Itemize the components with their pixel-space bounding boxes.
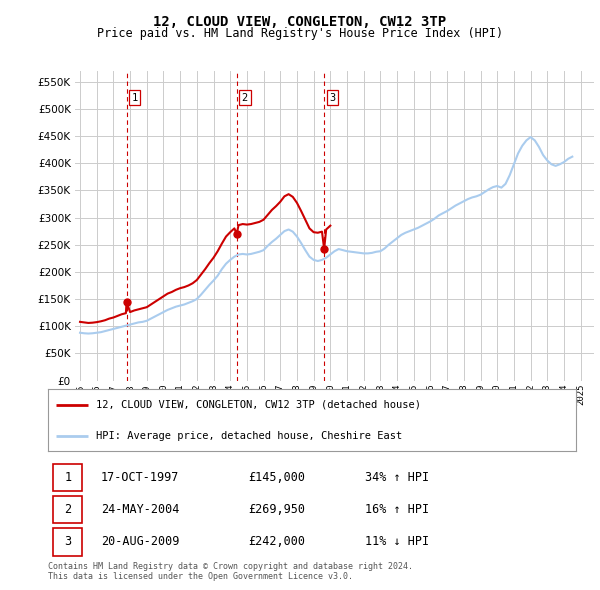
Text: 12, CLOUD VIEW, CONGLETON, CW12 3TP: 12, CLOUD VIEW, CONGLETON, CW12 3TP [154, 15, 446, 29]
Text: 24-MAY-2004: 24-MAY-2004 [101, 503, 179, 516]
Text: 12, CLOUD VIEW, CONGLETON, CW12 3TP (detached house): 12, CLOUD VIEW, CONGLETON, CW12 3TP (det… [95, 400, 421, 410]
Text: Contains HM Land Registry data © Crown copyright and database right 2024.
This d: Contains HM Land Registry data © Crown c… [48, 562, 413, 581]
Text: 3: 3 [329, 93, 335, 103]
Bar [53, 464, 82, 491]
Text: Price paid vs. HM Land Registry's House Price Index (HPI): Price paid vs. HM Land Registry's House … [97, 27, 503, 40]
Text: £269,950: £269,950 [248, 503, 305, 516]
Text: 16% ↑ HPI: 16% ↑ HPI [365, 503, 429, 516]
Text: 11% ↓ HPI: 11% ↓ HPI [365, 536, 429, 549]
Text: 1: 1 [64, 471, 71, 484]
Text: 3: 3 [64, 536, 71, 549]
Text: 2: 2 [64, 503, 71, 516]
Text: 2: 2 [242, 93, 248, 103]
Text: £145,000: £145,000 [248, 471, 305, 484]
Text: HPI: Average price, detached house, Cheshire East: HPI: Average price, detached house, Ches… [95, 431, 402, 441]
Text: £242,000: £242,000 [248, 536, 305, 549]
Text: 17-OCT-1997: 17-OCT-1997 [101, 471, 179, 484]
Text: 34% ↑ HPI: 34% ↑ HPI [365, 471, 429, 484]
Bar [53, 529, 82, 556]
Text: 1: 1 [131, 93, 138, 103]
Text: 20-AUG-2009: 20-AUG-2009 [101, 536, 179, 549]
Bar [53, 496, 82, 523]
